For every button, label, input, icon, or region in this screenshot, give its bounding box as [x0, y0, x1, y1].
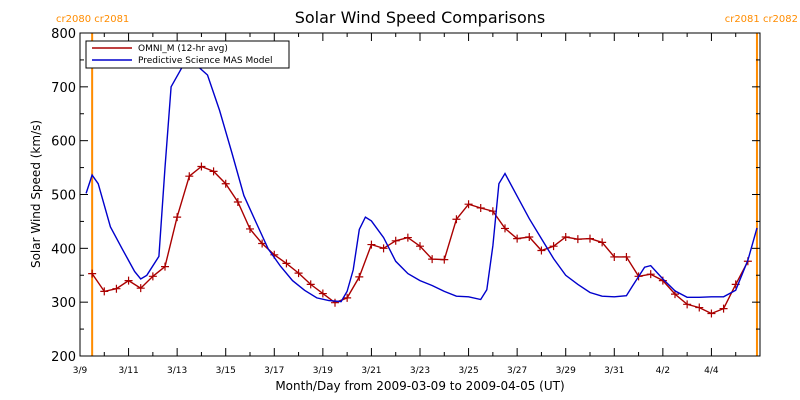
omni-data-point	[440, 255, 449, 264]
x-axis-label: Month/Day from 2009-03-09 to 2009-04-05 …	[275, 379, 564, 393]
rotation-marker-label: cr2080 cr2081	[56, 14, 129, 25]
omni-data-point	[88, 269, 97, 278]
omni-data-point	[246, 224, 254, 233]
omni-data-point	[367, 240, 376, 249]
x-tick-label: 3/25	[458, 366, 478, 376]
legend-label-omni: OMNI_M (12-hr avg)	[138, 44, 228, 54]
omni-data-point	[610, 252, 619, 261]
omni-data-point	[537, 246, 546, 255]
omni-data-point	[501, 224, 509, 233]
omni-data-point	[331, 298, 339, 307]
x-tick-label: 3/29	[556, 366, 576, 376]
omni-data-point	[683, 300, 692, 309]
omni-data-point	[112, 284, 121, 293]
axis-ticks: 200 300 400 500 600 700 800 3/9 3/11 3/13 3/15 3/17…	[51, 27, 760, 376]
y-tick-label: 800	[51, 27, 76, 42]
legend: OMNI_M (12-hr avg) Predictive Science MA…	[85, 40, 290, 69]
x-tick-label: 3/19	[313, 366, 333, 376]
y-tick-label: 300	[51, 296, 76, 311]
omni-data-point	[209, 167, 218, 176]
omni-data-point	[379, 244, 388, 253]
omni-data-point	[403, 233, 412, 242]
y-axis-label: Solar Wind Speed (km/s)	[29, 120, 43, 268]
omni-data-point	[136, 284, 145, 293]
omni-data-point	[294, 269, 303, 278]
omni-data-point	[525, 233, 534, 242]
omni-data-point	[586, 234, 594, 243]
y-tick-label: 500	[51, 189, 76, 204]
omni-data-point	[185, 172, 194, 181]
omni-data-point	[173, 213, 182, 222]
omni-data-point	[428, 255, 437, 264]
x-tick-label: 3/27	[507, 366, 527, 376]
omni-data-point	[258, 239, 267, 248]
omni-data-point	[513, 234, 522, 243]
omni-data-point	[282, 259, 291, 268]
x-tick-label: 3/13	[167, 366, 187, 376]
y-tick-label: 400	[51, 242, 76, 257]
x-tick-label: 3/31	[604, 366, 624, 376]
omni-data-point	[306, 280, 315, 289]
omni-data-point	[161, 262, 169, 271]
omni-data-point	[318, 289, 327, 298]
omni-data-point	[646, 270, 655, 279]
legend-box	[85, 40, 290, 69]
omni-data-point	[355, 272, 364, 281]
x-tick-label: 3/17	[264, 366, 284, 376]
omni-data-point	[148, 272, 157, 281]
y-tick-label: 200	[51, 350, 76, 365]
series-layer	[85, 63, 758, 318]
omni-data-point	[695, 303, 704, 312]
omni-data-point	[416, 242, 424, 251]
omni-data-point	[233, 198, 242, 207]
omni-data-point	[719, 304, 728, 313]
x-tick-label: 3/21	[361, 366, 381, 376]
omni-data-point	[124, 276, 133, 285]
model-series-line	[85, 63, 758, 303]
omni-data-point	[598, 238, 607, 247]
x-tick-label: 3/11	[118, 366, 138, 376]
omni-data-point	[573, 235, 582, 244]
omni-data-point	[100, 287, 109, 296]
plot-frame	[79, 32, 761, 357]
omni-data-point	[622, 252, 631, 261]
omni-data-point	[197, 162, 206, 171]
omni-data-point	[707, 309, 716, 318]
rotation-marker-label: cr2081 cr2082	[725, 14, 798, 25]
x-tick-label: 4/2	[656, 366, 670, 376]
x-tick-label: 3/9	[73, 366, 88, 376]
omni-data-point	[464, 200, 473, 209]
omni-data-point	[452, 215, 461, 224]
omni-data-point	[343, 293, 352, 302]
y-tick-label: 700	[51, 81, 76, 96]
x-tick-label: 3/23	[410, 366, 430, 376]
x-tick-label: 4/4	[704, 366, 719, 376]
legend-label-model: Predictive Science MAS Model	[138, 56, 273, 66]
omni-data-point	[549, 242, 558, 251]
y-tick-label: 600	[51, 135, 76, 150]
omni-data-point	[476, 203, 485, 212]
omni-data-point	[391, 236, 400, 245]
omni-data-point	[221, 179, 230, 188]
chart-title: Solar Wind Speed Comparisons	[295, 8, 546, 27]
x-tick-label: 3/15	[216, 366, 236, 376]
omni-data-point	[488, 207, 497, 216]
omni-data-point	[561, 233, 570, 242]
